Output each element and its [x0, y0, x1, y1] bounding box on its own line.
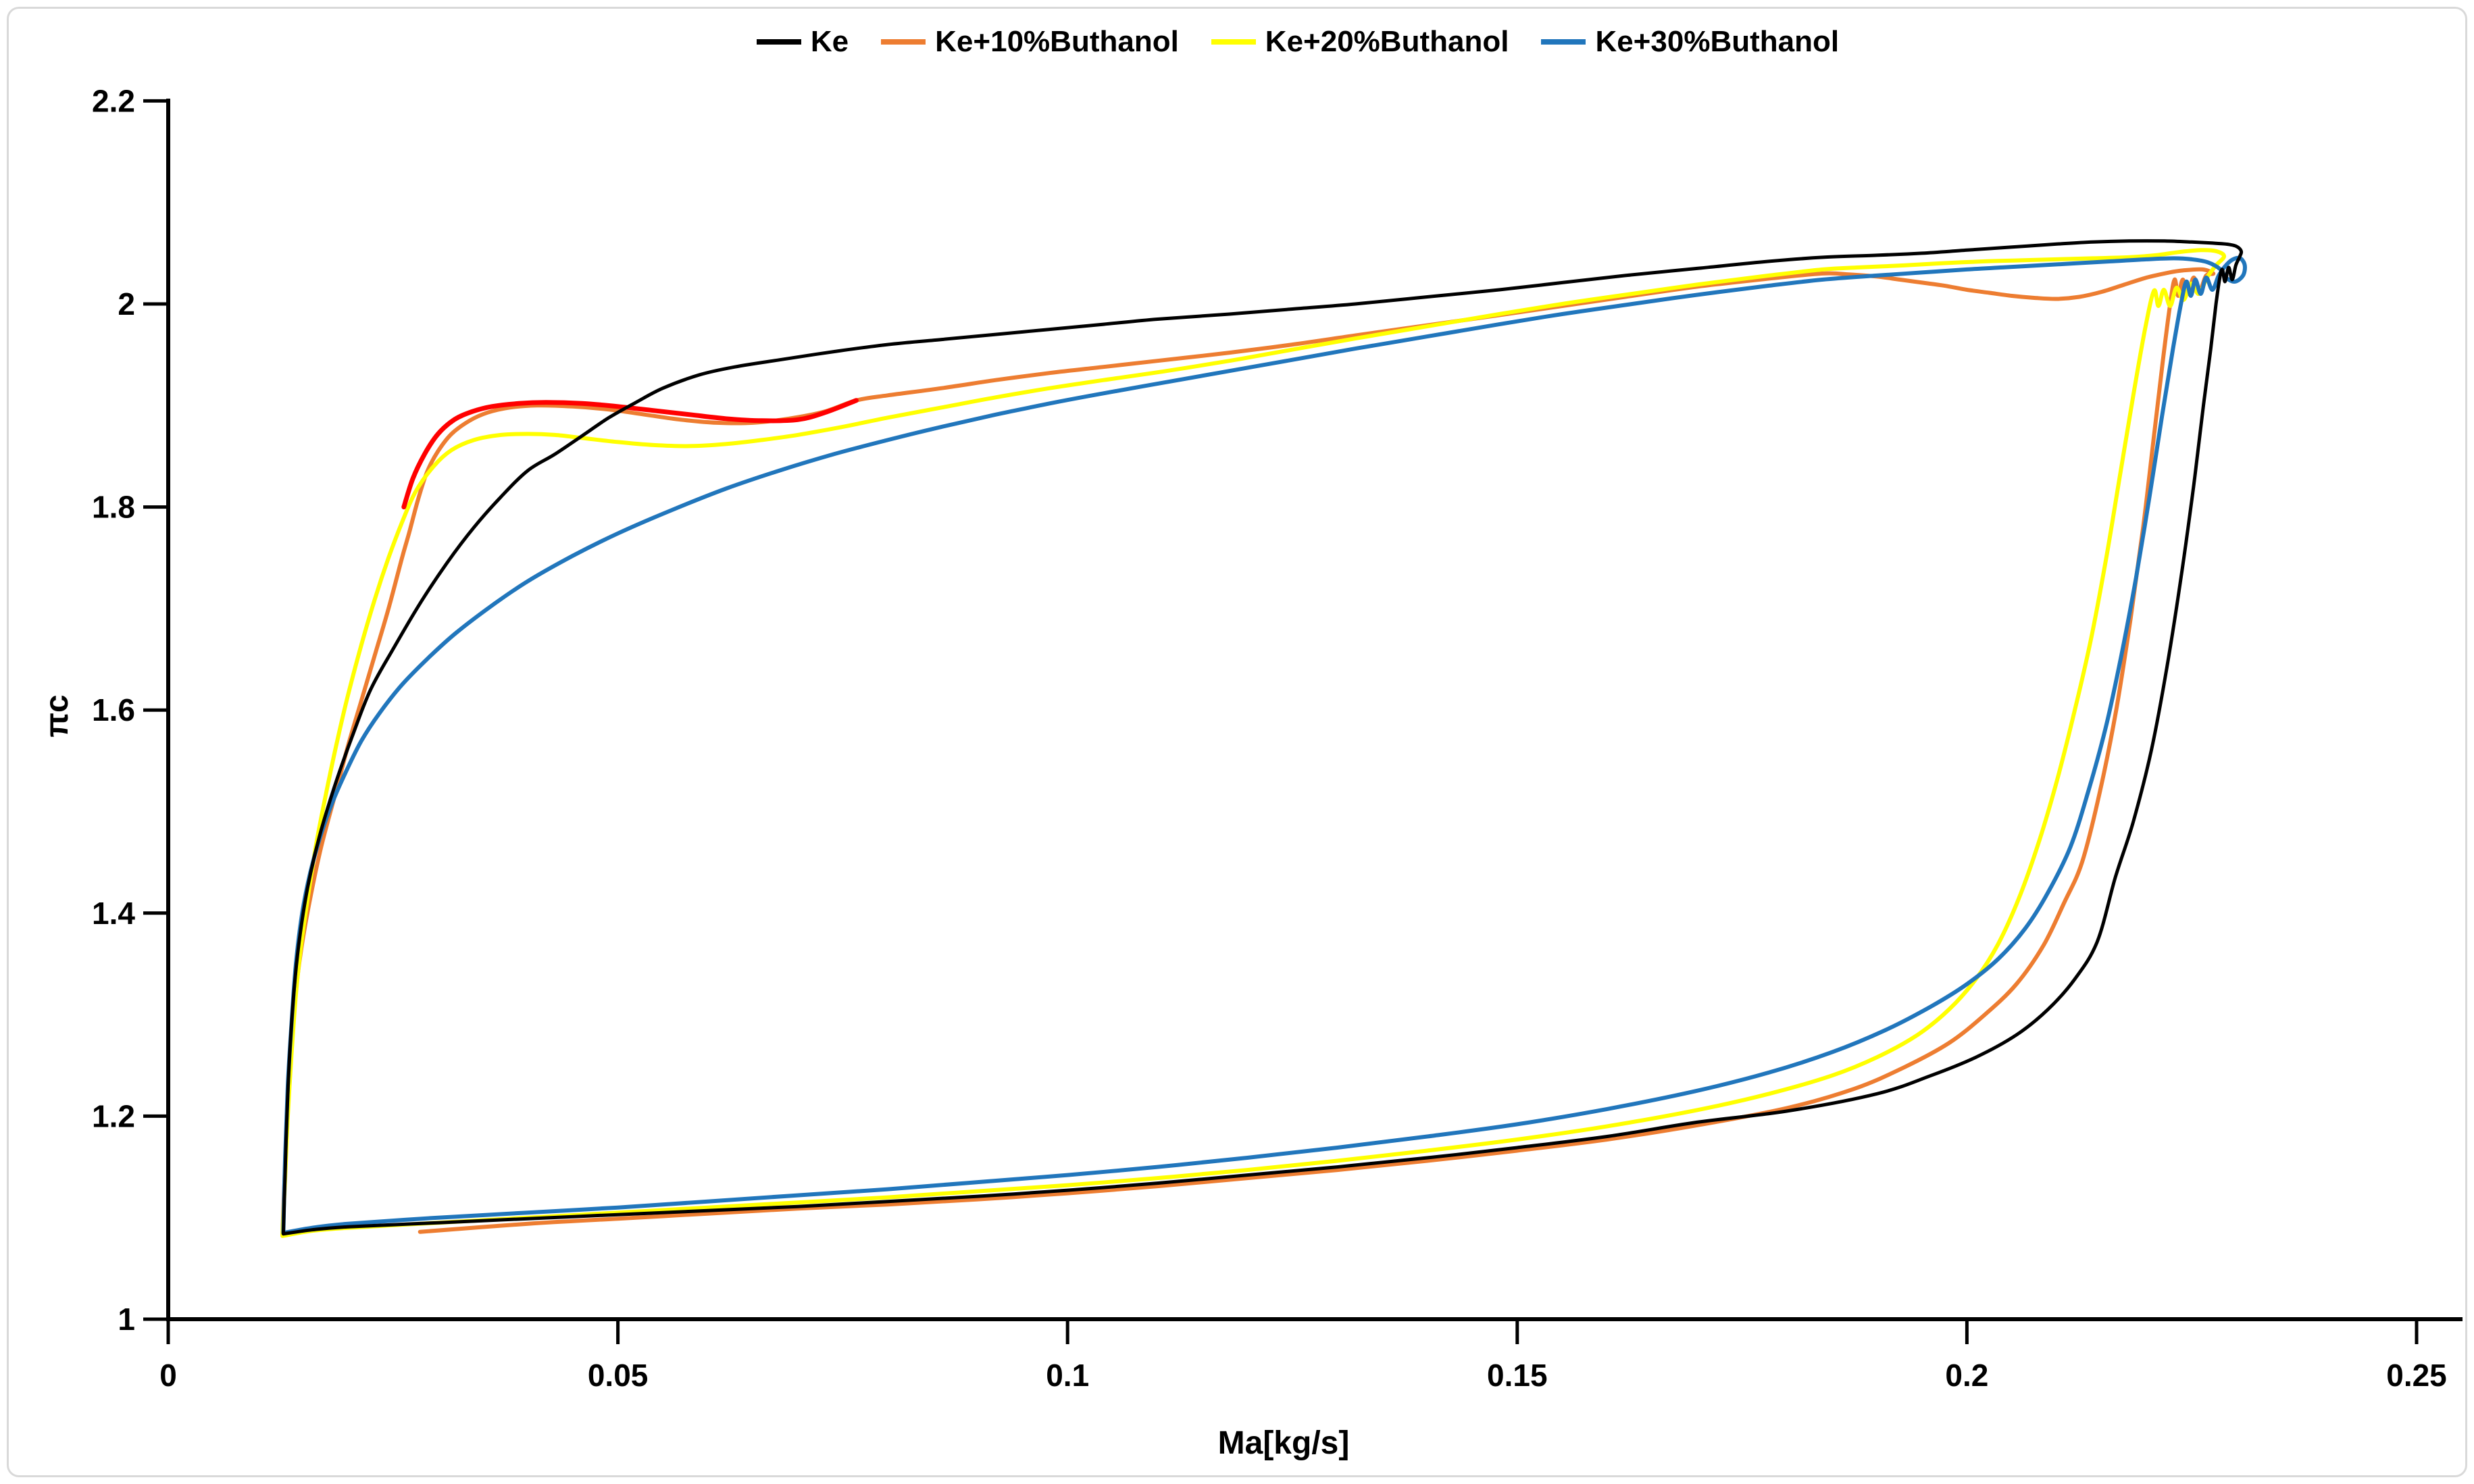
- y-tick-label: 2.2: [92, 83, 135, 118]
- x-tick-label: 0.2: [1945, 1358, 1988, 1393]
- legend-label: Ke+10%Buthanol: [935, 25, 1179, 58]
- legend-item-ke-30-buthanol: Ke+30%Buthanol: [1541, 27, 1839, 57]
- y-axis-title: πc: [39, 694, 75, 737]
- legend-label: Ke+20%Buthanol: [1265, 25, 1509, 58]
- legend-label: Ke: [810, 25, 849, 58]
- legend-item-ke: Ke: [756, 25, 849, 58]
- legend-line-swatch: [1541, 39, 1586, 45]
- y-tick-label: 2: [118, 286, 135, 322]
- legend-line-swatch: [1211, 39, 1256, 45]
- y-tick-label: 1.2: [92, 1098, 135, 1133]
- x-axis-title: Ma[kg/s]: [1218, 1425, 1350, 1461]
- y-axis-ticks: 1 1.2 1.4 1.6 1.8 2 2.2: [92, 83, 168, 1337]
- x-tick-label: 0.05: [588, 1358, 649, 1393]
- legend-line-swatch: [881, 39, 926, 45]
- legend-item-ke-10-buthanol: Ke+10%Buthanol: [881, 27, 1179, 57]
- series-ke-20-buthanol: [280, 248, 2227, 1238]
- series-ke: [281, 239, 2244, 1236]
- x-tick-label: 0.15: [1487, 1358, 1548, 1393]
- legend-item-ke-20-buthanol: Ke+20%Buthanol: [1211, 27, 1509, 57]
- legend-line-swatch: [756, 39, 801, 45]
- y-tick-label: 1: [118, 1302, 135, 1337]
- y-tick-label: 1.6: [92, 692, 135, 727]
- series-surge-highlight: [401, 398, 859, 510]
- series-curves: [280, 239, 2247, 1238]
- legend-label: Ke+30%Buthanol: [1595, 25, 1840, 58]
- x-tick-label: 0: [159, 1358, 177, 1393]
- series-ke-10-buthanol: [280, 267, 2216, 1237]
- x-tick-label: 0.25: [2386, 1358, 2447, 1393]
- x-tick-label: 0.1: [1046, 1358, 1089, 1393]
- y-tick-label: 1.4: [92, 896, 135, 931]
- x-axis-ticks: 0 0.05 0.1 0.15 0.2 0.25: [159, 1319, 2447, 1393]
- y-tick-label: 1.8: [92, 490, 135, 525]
- legend: Ke Ke+10%Buthanol Ke+20%Buthanol Ke+30%Buth…: [0, 27, 2474, 57]
